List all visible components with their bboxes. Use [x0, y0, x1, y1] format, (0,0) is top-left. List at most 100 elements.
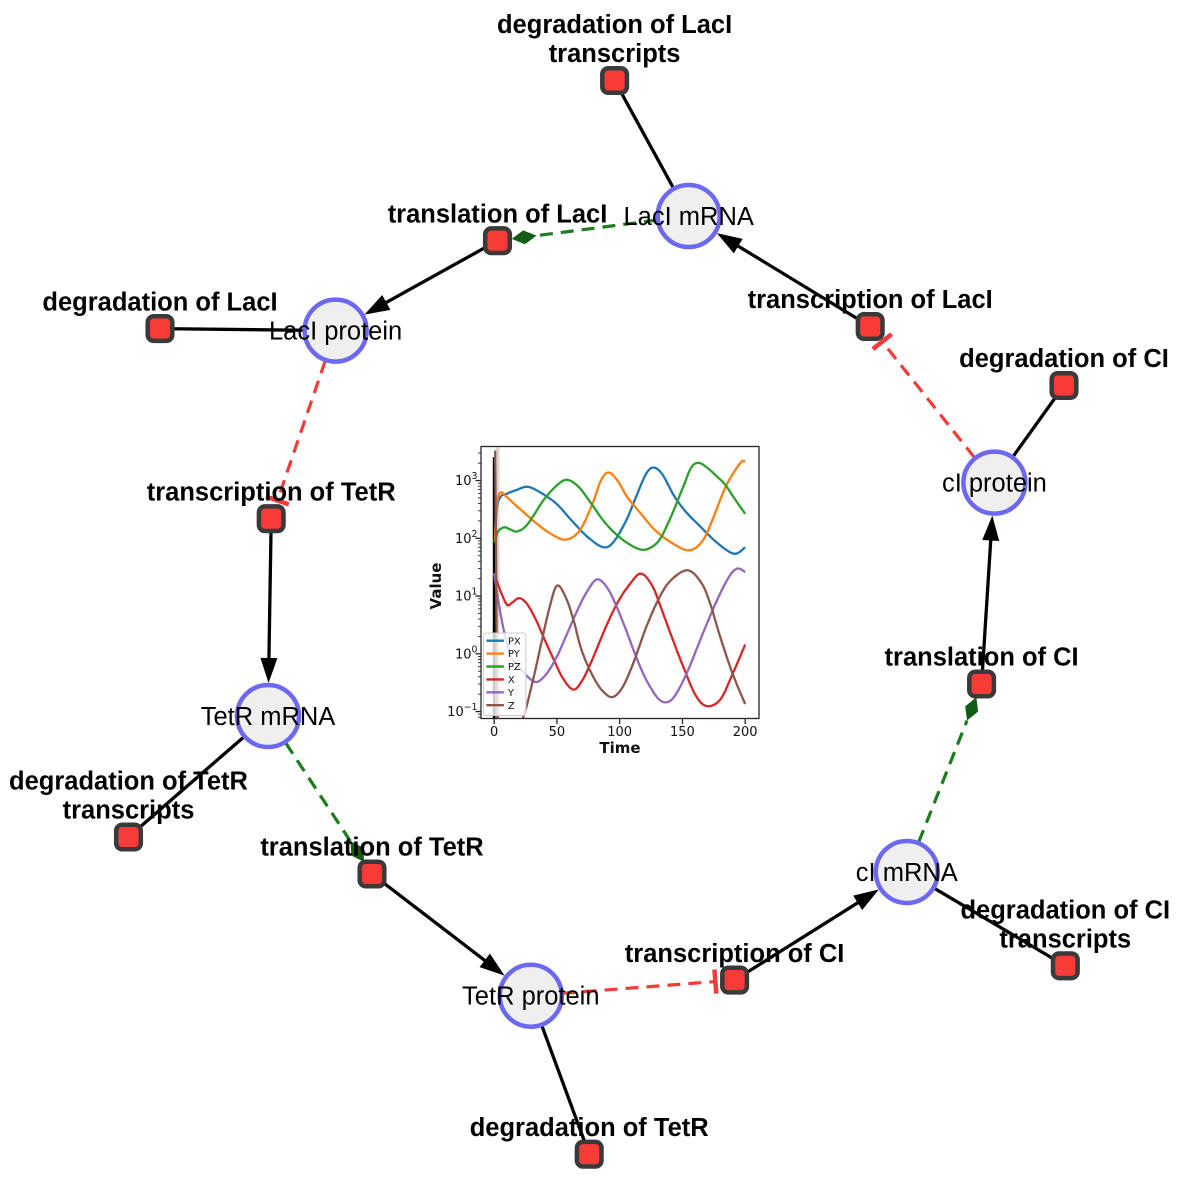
reaction-label-transl_LacI-line0: translation of LacI	[388, 200, 608, 228]
edge-modifier-cI_mRNA-to-transl_CI	[917, 697, 979, 843]
arrowhead-icon	[364, 295, 391, 315]
labels-layer: LacI mRNA LacI protein TetR mRNA TetR prote…	[9, 11, 1170, 1142]
nodes-layer	[113, 65, 1080, 1169]
species-node-TetR_mRNA	[234, 682, 302, 750]
legend-entry-label: X	[508, 675, 515, 686]
edge-production-transl_CI-to-cI_protein	[979, 515, 1000, 685]
reaction-label-deg_TetR_tr-line1: transcripts	[63, 797, 195, 825]
plot-background	[481, 446, 759, 719]
tbar-inhibitor-icon	[265, 494, 290, 507]
inhibition-edge-line	[562, 979, 716, 995]
series-line-PY	[493, 459, 746, 552]
y-tick-label: 102	[455, 529, 478, 547]
production-edge-line	[374, 239, 499, 310]
edge-production-transc_CI-to-cI_mRNA	[733, 889, 879, 982]
edge-modifier-LacI_mRNA-to-transl_LacI	[511, 218, 658, 245]
reaction-node-transc_LacI	[855, 311, 885, 342]
edge-production-transl_TetR-to-TetR_protein	[370, 872, 505, 976]
production-edge-line	[370, 872, 496, 970]
edge-production-transc_TetR-to-TetR_mRNA	[260, 518, 278, 684]
reaction-node-deg_TetR_tr	[113, 822, 144, 852]
species-node-LacI_mRNA	[655, 182, 722, 250]
reaction-label-transc_CI-line0: transcription of CI	[625, 940, 845, 968]
production-edge-line	[733, 894, 870, 982]
species-node-TetR_protein	[497, 962, 565, 1029]
reaction-label-deg_TetR_tr-line0: degradation of TetR	[9, 768, 248, 796]
species-label-TetR_protein: TetR protein	[462, 983, 600, 1011]
reaction-node-transc_CI	[720, 965, 750, 995]
reaction-node-deg_TetR	[574, 1139, 604, 1169]
diamond-arrowhead-icon	[511, 230, 537, 245]
plot-axes: 0 50 100 150 200 10−1 100 101 102 103 Time Value	[427, 445, 760, 757]
x-tick-label: 50	[549, 725, 566, 740]
arrowhead-icon	[479, 953, 505, 976]
y-tick-label: 10−1	[447, 702, 477, 720]
y-tick-label: 103	[455, 471, 478, 489]
legend-entry-label: PX	[508, 636, 521, 647]
reaction-label-deg_CI_tr-line1: transcripts	[999, 926, 1131, 954]
series-line-PX	[493, 466, 746, 555]
reaction-label-deg_LacI_tr-line0: degradation of LacI	[497, 11, 732, 39]
y-tick-label: 101	[455, 587, 478, 605]
modifier-edge-line	[284, 741, 352, 843]
production-edge-line	[267, 518, 273, 671]
edge-modifier-TetR_mRNA-to-transl_TetR	[284, 741, 365, 863]
reaction-node-transl_TetR	[357, 859, 387, 889]
inhibition-edge-line	[275, 360, 327, 501]
legend-entry-label: PY	[508, 649, 521, 660]
reaction-label-deg_TetR-line0: degradation of TetR	[470, 1114, 709, 1142]
reaction-node-transl_CI	[967, 669, 997, 699]
series-line-X	[493, 572, 747, 708]
reaction-node-deg_LacI	[145, 314, 175, 344]
production-edge-line	[979, 527, 994, 685]
tbar-inhibitor-icon	[871, 332, 894, 351]
species-node-cI_mRNA	[873, 838, 941, 906]
edge-inhibition-cI_protein-to-transc_LacI	[871, 332, 976, 459]
species-label-LacI_protein: LacI protein	[269, 318, 402, 346]
reaction-label-transc_TetR-line0: transcription of TetR	[147, 478, 396, 506]
edge-inhibition-TetR_protein-to-transc_CI	[562, 969, 719, 995]
reaction-label-transc_LacI-line0: transcription of LacI	[748, 286, 993, 314]
production-edge-line	[726, 238, 872, 328]
legend-entry-label: PZ	[508, 662, 521, 673]
modifier-edge-line	[917, 719, 969, 843]
inset-timeseries-plot: 0 50 100 150 20010−1100101102103TimeValuePXP…	[427, 445, 760, 757]
species-label-cI_protein: cI protein	[942, 470, 1047, 498]
reaction-label-deg_CI_tr-line0: degradation of CI	[960, 897, 1170, 925]
x-tick-label: 0	[490, 725, 498, 740]
tbar-inhibitor-icon	[712, 969, 719, 994]
y-axis-title: Value	[427, 563, 445, 610]
species-label-cI_mRNA: cI mRNA	[856, 859, 958, 887]
x-tick-label: 200	[733, 725, 758, 740]
x-tick-label: 100	[607, 725, 632, 740]
y-tick-label: 100	[455, 644, 478, 662]
edge-production-transl_LacI-to-LacI_protein	[364, 239, 499, 315]
diamond-arrowhead-icon	[965, 697, 979, 721]
arrowhead-icon	[853, 889, 879, 911]
edge-inhibition-LacI_protein-to-transc_TetR	[265, 360, 327, 507]
x-tick-label: 150	[670, 725, 695, 740]
inhibition-edge-line	[880, 340, 976, 459]
series-line-Z	[494, 450, 747, 719]
species-label-TetR_mRNA: TetR mRNA	[201, 703, 336, 731]
reaction-label-deg_LacI-line0: degradation of LacI	[42, 288, 277, 316]
reaction-label-transl_CI-line0: translation of CI	[885, 644, 1079, 672]
diamond-arrowhead-icon	[350, 841, 365, 863]
arrowhead-icon	[716, 233, 743, 254]
species-node-cI_protein	[961, 449, 1028, 516]
reaction-node-deg_LacI_tr	[600, 65, 630, 96]
reaction-label-deg_LacI_tr-line1: transcripts	[549, 40, 681, 68]
edge-production-transc_LacI-to-LacI_mRNA	[716, 233, 872, 328]
reaction-node-deg_CI	[1049, 370, 1079, 401]
arrowhead-icon	[260, 657, 278, 684]
reaction-node-deg_CI_tr	[1050, 951, 1080, 981]
plot-legend: PX PY PZ XYZ	[482, 632, 527, 716]
reaction-label-deg_CI-line0: degradation of CI	[959, 345, 1169, 373]
arrowhead-icon	[982, 515, 1000, 542]
reaction-label-transl_TetR-line0: translation of TetR	[260, 834, 483, 862]
species-node-LacI_protein	[302, 297, 369, 364]
reaction-node-transc_TetR	[256, 504, 286, 534]
series-line-PZ	[493, 461, 747, 552]
